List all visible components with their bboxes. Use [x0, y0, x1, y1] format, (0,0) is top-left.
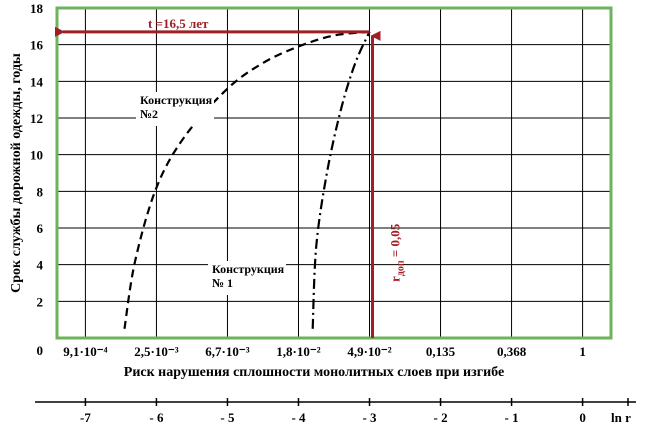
r-label-main: r: [388, 276, 403, 282]
ln-tick-label: - 1: [505, 410, 519, 425]
r-annotation-label: rдоп = 0,05: [388, 223, 407, 282]
x-tick-label: 0,135: [426, 344, 456, 359]
x-tick-label: 2,5·10⁻³: [134, 344, 178, 359]
grid: [57, 8, 611, 338]
ln-tick-label: -7: [80, 410, 91, 425]
x-tick-label: 6,7·10⁻³: [205, 344, 249, 359]
series-label-1: Конструкция: [140, 93, 213, 107]
series-line-1: [123, 30, 370, 330]
t-annotation-label: t =16,5 лет: [148, 16, 209, 31]
ln-tick-label: - 5: [220, 410, 235, 425]
ln-tick-label: - 6: [149, 410, 164, 425]
plot-frame: [55, 6, 613, 340]
ln-axis: -7 - 6 - 5 - 4 - 3 - 2 - 1 0 ln r: [35, 398, 636, 425]
series-label-2: № 1: [212, 276, 233, 290]
r-label-rest: = 0,05: [388, 223, 403, 260]
series-line-2: [311, 31, 371, 329]
x-tick-label: 1,8·10⁻²: [276, 344, 320, 359]
ln-tick-label: - 4: [291, 410, 306, 425]
series-label-1: №2: [140, 107, 158, 121]
r-label-sub: доп: [396, 260, 407, 276]
x-tick-label: 4,9·10⁻²: [347, 344, 391, 359]
y-tick-label: 4: [37, 258, 44, 273]
series-label-bg: [208, 261, 286, 295]
y-tick-label: 16: [30, 38, 44, 53]
y-tick-label: 14: [30, 74, 44, 89]
x-tick-label: 0,368: [497, 344, 527, 359]
y-tick-labels: 0 2 4 6 8 10 12 14 16 18: [30, 1, 44, 358]
y-tick-label: 10: [30, 148, 43, 163]
y-tick-label: 2: [37, 294, 44, 309]
y-axis-title: Срок службы дорожной одежды, годы: [9, 53, 24, 293]
risk-tick-labels: 9,1·10⁻⁴ 2,5·10⁻³ 6,7·10⁻³ 1,8·10⁻² 4,9·10⁻²…: [63, 344, 586, 359]
y-tick-label: 0: [37, 343, 44, 358]
series-label-bg: [136, 92, 214, 126]
y-tick-label: 12: [30, 111, 43, 126]
y-tick-label: 8: [37, 184, 44, 199]
y-tick-label: 6: [37, 221, 44, 236]
ln-tick-label: 0: [579, 410, 586, 425]
series-label-2: Конструкция: [212, 262, 285, 276]
x-tick-label: 1: [579, 344, 586, 359]
x-tick-label: 9,1·10⁻⁴: [63, 344, 107, 359]
ln-tick-label: - 2: [433, 410, 447, 425]
ln-axis-label: ln r: [611, 410, 631, 425]
y-tick-label: 18: [30, 1, 44, 16]
ln-tick-label: - 3: [362, 410, 377, 425]
curves: [123, 30, 371, 330]
x-axis-title: Риск нарушения сплошности монолитных сло…: [124, 365, 504, 380]
